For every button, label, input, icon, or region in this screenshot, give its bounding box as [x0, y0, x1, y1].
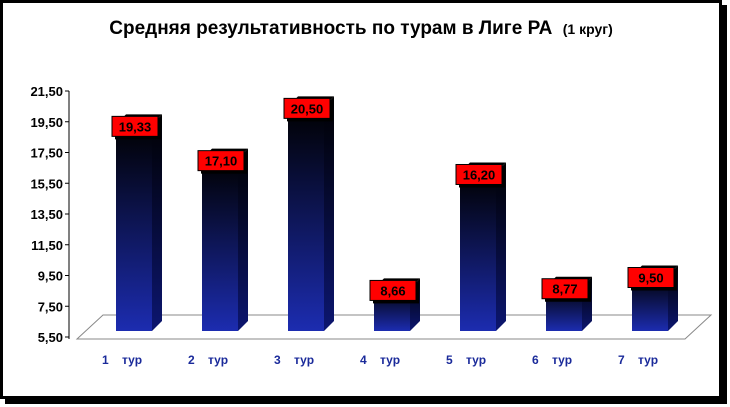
x-tick-label: 5 тур: [446, 353, 486, 367]
x-tick-label: 2 тур: [188, 353, 228, 367]
bar: [116, 114, 162, 332]
y-tick-label: 21,50: [30, 84, 63, 99]
data-label-text: 20,50: [291, 101, 324, 116]
x-tick-label: 4 тур: [360, 353, 400, 367]
data-label: 19,33: [111, 115, 161, 140]
x-tick-label: 7 тур: [618, 353, 658, 367]
chart-title-main: Средняя результативность по турам в Лиге…: [109, 18, 552, 39]
data-label-text: 19,33: [119, 119, 152, 134]
x-tick-label: 6 тур: [532, 353, 572, 367]
data-label: 16,20: [455, 163, 505, 188]
chart-title: Средняя результативность по турам в Лиге…: [109, 18, 613, 39]
bar-front: [288, 106, 324, 331]
data-label-text: 8,77: [552, 282, 577, 297]
data-label: 9,50: [627, 267, 677, 291]
y-tick-label: 5,50: [38, 330, 63, 345]
bar: [202, 148, 248, 331]
data-label-box: [627, 267, 675, 288]
bar: [288, 96, 334, 331]
bar-side: [152, 114, 162, 332]
y-tick-label: 13,50: [30, 207, 63, 222]
data-label-text: 8,66: [380, 283, 405, 298]
chart-title-sub: (1 круг): [563, 21, 613, 37]
bar-side: [496, 162, 506, 331]
y-tick-label: 19,50: [30, 115, 63, 130]
bar-front: [116, 124, 152, 332]
x-tick-label: 3 тур: [274, 353, 314, 367]
y-tick-label: 15,50: [30, 176, 63, 191]
bar-front: [202, 158, 238, 331]
data-label-box: [111, 115, 159, 137]
data-label: 8,77: [541, 278, 591, 302]
bars-group: [116, 96, 678, 332]
bar-front: [460, 172, 496, 331]
x-tick-label: 1 тур: [102, 353, 142, 367]
data-label-text: 9,50: [638, 271, 663, 286]
data-label-box: [455, 163, 503, 185]
data-labels-group: 19,33 17,10 20,50 8,66 16,20 8,77 9,50: [111, 97, 677, 304]
bar-side: [324, 96, 334, 331]
y-tick-label: 9,50: [38, 269, 63, 284]
data-label: 17,10: [197, 150, 247, 174]
bar-chart: Средняя результативность по турам в Лиге…: [30, 18, 713, 367]
bar-side: [238, 148, 248, 331]
data-label-box: [283, 97, 331, 119]
y-tick-label: 7,50: [38, 299, 63, 314]
bar: [460, 162, 506, 331]
data-label-text: 17,10: [205, 154, 238, 169]
chart-frame: Средняя результативность по турам в Лиге…: [0, 0, 722, 399]
y-axis: 5,50 7,50 9,50 11,50 13,50 15,50 17,50 19,50 21,…: [30, 84, 70, 345]
data-label: 8,66: [369, 279, 419, 304]
data-label: 20,50: [283, 97, 333, 122]
data-label-box: [541, 278, 589, 300]
y-tick-label: 11,50: [31, 238, 63, 253]
data-label-text: 16,20: [463, 167, 496, 182]
data-label-box: [197, 150, 245, 172]
y-tick-label: 17,50: [30, 146, 63, 161]
data-label-box: [369, 279, 417, 301]
x-axis: 1 тур 2 тур 3 тур 4 тур 5 тур 6 тур 7 тур: [102, 353, 658, 367]
